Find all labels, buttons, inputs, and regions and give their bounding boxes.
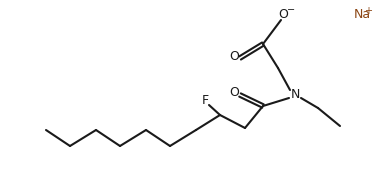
Text: F: F [202,93,209,106]
Text: Na: Na [354,8,371,21]
Text: O: O [229,86,239,99]
Text: O: O [229,49,239,62]
Text: N: N [290,87,300,101]
Text: −: − [287,5,295,15]
Text: +: + [364,6,372,16]
Text: O: O [278,8,288,20]
